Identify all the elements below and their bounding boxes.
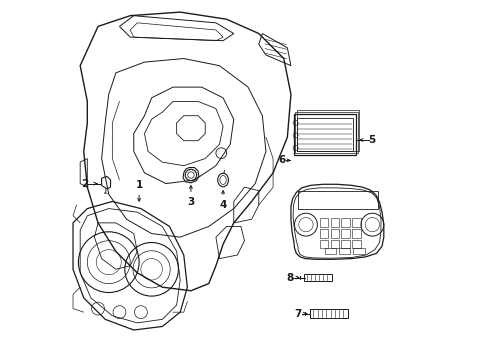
Text: 5: 5 (367, 135, 374, 145)
Text: 6: 6 (278, 156, 285, 165)
Text: 3: 3 (187, 197, 194, 207)
Text: 4: 4 (219, 201, 226, 210)
Text: 8: 8 (285, 273, 293, 283)
Text: 2: 2 (81, 179, 88, 189)
Text: 1: 1 (135, 180, 142, 190)
Text: 7: 7 (294, 309, 301, 319)
